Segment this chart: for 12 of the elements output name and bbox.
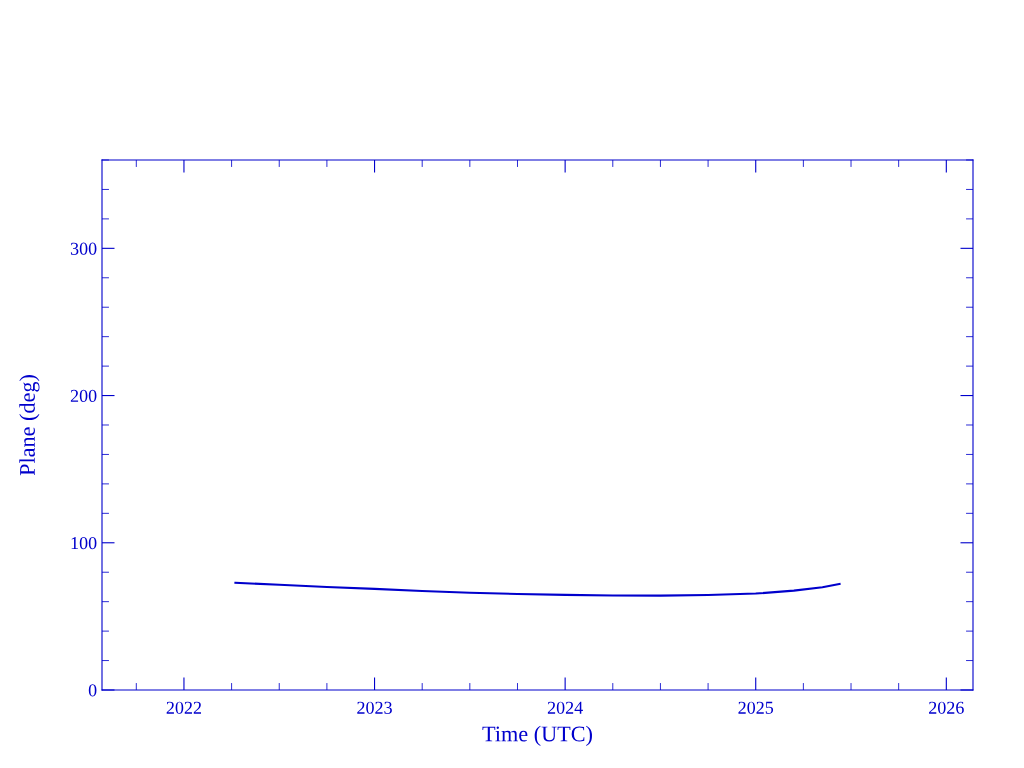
x-tick-label: 2022 xyxy=(166,701,202,714)
x-axis-title: Time (UTC) xyxy=(482,725,592,746)
y-tick-label: 200 xyxy=(70,389,97,402)
y-axis-title: Plane (deg) xyxy=(19,375,40,476)
x-tick-label: 2025 xyxy=(738,701,774,714)
x-tick-label: 2024 xyxy=(547,701,583,714)
y-tick-label: 100 xyxy=(71,537,97,550)
x-tick-label: 2023 xyxy=(357,701,392,714)
y-tick-label: 300 xyxy=(70,242,97,255)
y-tick-label: 0 xyxy=(88,684,97,697)
line-series xyxy=(234,581,841,597)
x-tick-label: 2026 xyxy=(929,701,964,714)
